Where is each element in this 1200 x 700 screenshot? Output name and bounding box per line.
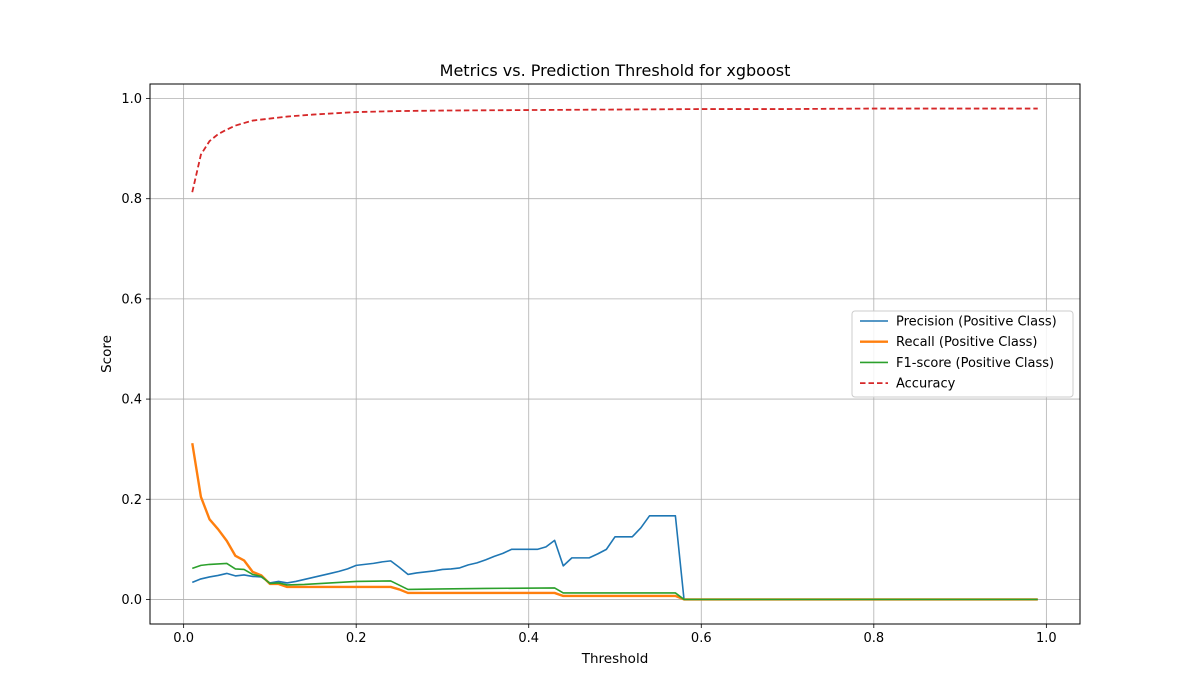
legend-label-f1-score: F1-score (Positive Class) xyxy=(896,356,1054,371)
legend-frame xyxy=(851,310,1074,398)
legend-label-recall: Recall (Positive Class) xyxy=(896,335,1038,350)
x-axis-label: Threshold xyxy=(581,651,649,667)
plot-area xyxy=(191,107,1038,601)
x-tick-label: 0.8 xyxy=(863,631,884,646)
x-tick-label: 0.4 xyxy=(518,631,539,646)
y-tick-label: 0.4 xyxy=(121,393,142,408)
accuracy-series-line xyxy=(191,107,1038,193)
y-axis-label: Score xyxy=(99,335,115,373)
x-tick-label: 0.2 xyxy=(346,631,367,646)
legend-label-precision: Precision (Positive Class) xyxy=(896,315,1057,330)
legend-label-accuracy: Accuracy xyxy=(896,377,956,392)
y-tick-label: 0.0 xyxy=(121,593,142,608)
y-tick-label: 0.6 xyxy=(121,292,142,307)
legend: Precision (Positive Class) Recall (Positi… xyxy=(851,310,1074,398)
axis-ticks: 0.0 0.2 0.4 0.6 0.8 1.0 0.0 0.2 0.4 0.6 0.8 1.0 xyxy=(121,92,1056,646)
y-tick-label: 0.8 xyxy=(121,192,142,207)
precision-series-line xyxy=(191,514,1038,601)
x-tick-label: 0.0 xyxy=(173,631,194,646)
y-tick-label: 1.0 xyxy=(121,92,142,107)
plot-frame xyxy=(149,83,1081,625)
chart-title: Metrics vs. Prediction Threshold for xgb… xyxy=(440,61,791,80)
f1-score-series-line xyxy=(192,562,1038,601)
x-tick-label: 0.6 xyxy=(691,631,712,646)
x-tick-label: 1.0 xyxy=(1036,631,1057,646)
y-tick-label: 0.2 xyxy=(121,493,142,508)
